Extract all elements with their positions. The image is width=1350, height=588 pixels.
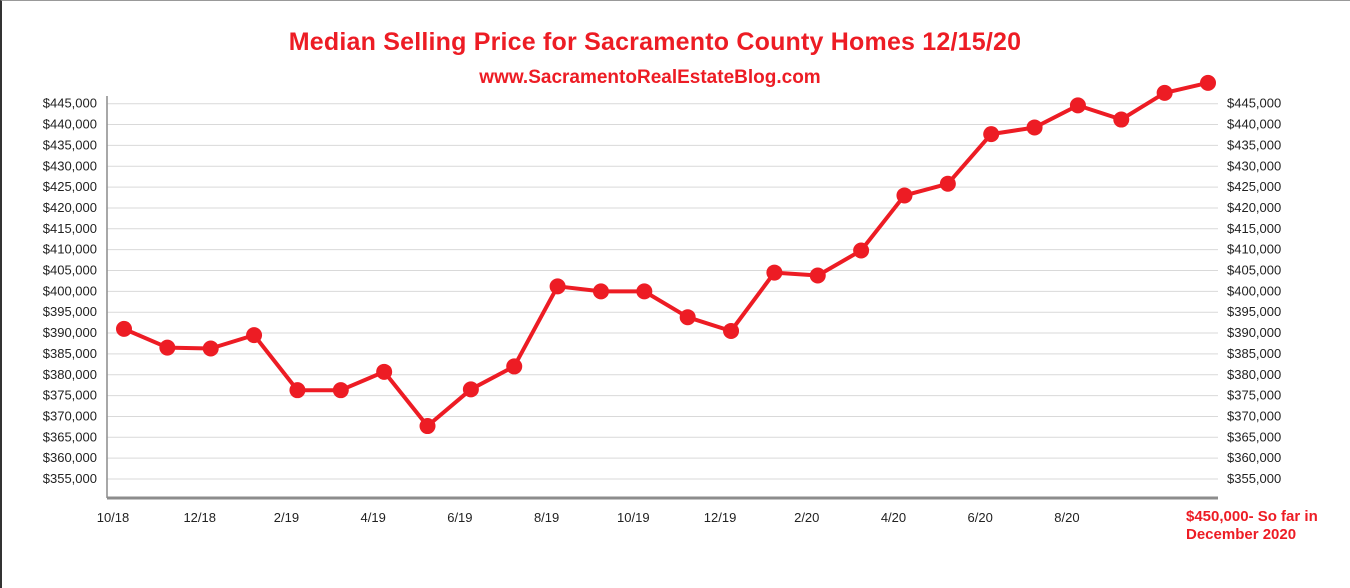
y-tick-label-left: $380,000 xyxy=(43,367,97,382)
data-point xyxy=(636,283,653,300)
x-axis-ticks: 10/18 12/18 2/19 4/19 6/19 8/19 10/19 12/19 2/20… xyxy=(97,510,1080,525)
y-tick-label-right: $425,000 xyxy=(1227,179,1281,194)
data-point xyxy=(983,126,1000,143)
y-tick-label-left: $360,000 xyxy=(43,450,97,465)
y-tick-label-right: $420,000 xyxy=(1227,200,1281,215)
data-point xyxy=(419,418,436,435)
x-tick-label: 12/18 xyxy=(183,510,216,525)
y-tick-label-right: $370,000 xyxy=(1227,408,1281,423)
y-tick-label-right: $445,000 xyxy=(1227,96,1281,111)
x-tick-label: 10/19 xyxy=(617,510,650,525)
x-tick-label: 8/19 xyxy=(534,510,559,525)
y-tick-label-right: $390,000 xyxy=(1227,325,1281,340)
x-tick-label: 8/20 xyxy=(1054,510,1079,525)
y-tick-label-left: $375,000 xyxy=(43,388,97,403)
y-tick-label-right: $400,000 xyxy=(1227,283,1281,298)
y-tick-label-right: $365,000 xyxy=(1227,429,1281,444)
data-point xyxy=(592,283,609,300)
y-tick-label-left: $420,000 xyxy=(43,200,97,215)
data-point xyxy=(116,320,132,337)
y-tick-label-left: $365,000 xyxy=(43,429,97,444)
data-point xyxy=(159,339,176,356)
y-tick-label-right: $385,000 xyxy=(1227,346,1281,361)
x-tick-label: 4/19 xyxy=(361,510,386,525)
data-point xyxy=(1026,119,1043,136)
y-tick-label-left: $370,000 xyxy=(43,408,97,423)
data-point xyxy=(376,363,393,380)
y-tick-label-right: $405,000 xyxy=(1227,263,1281,278)
data-point xyxy=(1069,97,1086,114)
y-tick-label-right: $415,000 xyxy=(1227,221,1281,236)
x-tick-label: 6/20 xyxy=(968,510,993,525)
x-tick-label: 2/20 xyxy=(794,510,819,525)
y-tick-label-left: $445,000 xyxy=(43,96,97,111)
y-tick-label-left: $400,000 xyxy=(43,283,97,298)
data-point xyxy=(549,278,566,295)
data-point xyxy=(506,358,523,375)
x-tick-label: 10/18 xyxy=(97,510,130,525)
y-axis-right-ticks: $355,000 $360,000 $365,000 $370,000 $375,000… xyxy=(1227,96,1281,486)
data-points xyxy=(116,74,1216,435)
y-tick-label-right: $430,000 xyxy=(1227,158,1281,173)
data-point xyxy=(896,187,913,204)
y-tick-label-left: $425,000 xyxy=(43,179,97,194)
y-tick-label-left: $430,000 xyxy=(43,158,97,173)
data-point xyxy=(939,175,956,192)
y-tick-label-left: $415,000 xyxy=(43,221,97,236)
y-tick-label-right: $360,000 xyxy=(1227,450,1281,465)
data-point xyxy=(1200,74,1216,91)
y-axis-left-ticks: $355,000 $360,000 $365,000 $370,000 $375,000… xyxy=(43,96,97,486)
y-tick-label-left: $395,000 xyxy=(43,304,97,319)
y-tick-label-right: $380,000 xyxy=(1227,367,1281,382)
data-point xyxy=(246,327,263,344)
annotation-line-2: December 2020 xyxy=(1186,526,1297,543)
y-tick-label-left: $355,000 xyxy=(43,471,97,486)
axes xyxy=(106,96,1218,500)
y-tick-label-left: $410,000 xyxy=(43,242,97,257)
x-tick-label: 2/19 xyxy=(274,510,299,525)
data-point xyxy=(809,267,826,284)
y-tick-label-right: $395,000 xyxy=(1227,304,1281,319)
annotation-line-1: $450,000- So far in xyxy=(1186,508,1318,525)
data-point xyxy=(679,309,696,326)
data-point xyxy=(766,264,783,281)
y-tick-label-right: $440,000 xyxy=(1227,117,1281,132)
gridlines xyxy=(107,103,1218,480)
data-point xyxy=(332,382,349,399)
data-point xyxy=(289,382,306,399)
data-point xyxy=(853,242,870,259)
y-tick-label-right: $435,000 xyxy=(1227,137,1281,152)
y-tick-label-left: $405,000 xyxy=(43,263,97,278)
y-tick-label-left: $440,000 xyxy=(43,117,97,132)
last-point-annotation: $450,000- So far in December 2020 xyxy=(1186,508,1350,544)
x-tick-label: 6/19 xyxy=(447,510,472,525)
chart-subtitle: www.SacramentoRealEstateBlog.com xyxy=(479,67,821,88)
y-tick-label-left: $385,000 xyxy=(43,346,97,361)
data-point xyxy=(202,340,219,357)
chart-title: Median Selling Price for Sacramento Coun… xyxy=(288,28,1022,56)
y-tick-label-left: $390,000 xyxy=(43,325,97,340)
y-tick-label-right: $355,000 xyxy=(1227,471,1281,486)
x-tick-label: 12/19 xyxy=(704,510,737,525)
y-tick-label-left: $435,000 xyxy=(43,137,97,152)
y-tick-label-right: $375,000 xyxy=(1227,388,1281,403)
y-tick-label-right: $410,000 xyxy=(1227,242,1281,257)
data-point xyxy=(1113,111,1130,128)
data-point xyxy=(1156,84,1173,101)
data-point xyxy=(462,381,479,398)
x-tick-label: 4/20 xyxy=(881,510,906,525)
data-point xyxy=(723,322,740,339)
